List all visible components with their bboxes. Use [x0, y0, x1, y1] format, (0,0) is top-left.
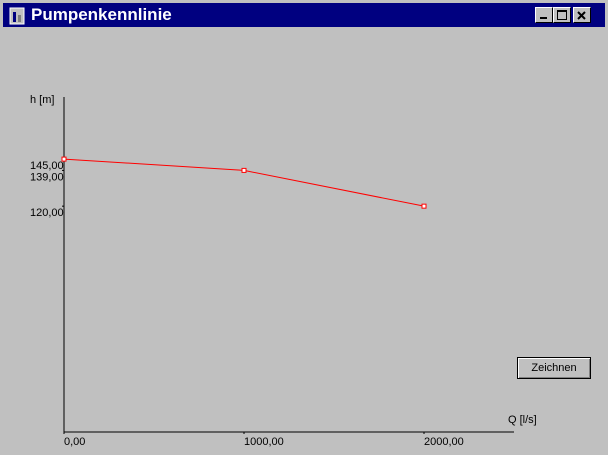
y-axis-label: h [m] [30, 94, 54, 106]
curve [63, 158, 425, 207]
window-title: Pumpenkennlinie [31, 5, 172, 24]
point [61, 156, 67, 162]
app-icon [9, 7, 25, 25]
x-tick-label: 0,00 [64, 436, 85, 448]
maximize-button[interactable] [553, 7, 571, 23]
y-tick-label: 139,00 [30, 171, 64, 183]
y-tick-label: 120,00 [30, 207, 64, 219]
y-tick-label: 145,00 [30, 160, 64, 172]
draw-button[interactable]: Zeichnen [517, 357, 591, 379]
minimize-button[interactable] [535, 7, 553, 23]
close-button[interactable] [573, 7, 591, 23]
point [241, 167, 247, 173]
x-axis-label: Q [l/s] [508, 414, 537, 426]
x-tick-label: 1000,00 [244, 436, 284, 448]
point [421, 203, 427, 209]
title-bar: Pumpenkennlinie [3, 3, 605, 27]
x-tick-label: 2000,00 [424, 436, 464, 448]
